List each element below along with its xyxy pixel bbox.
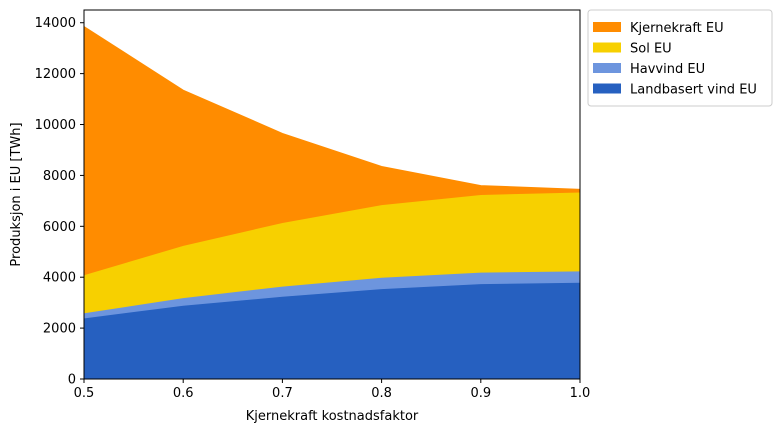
x-tick-label: 0.6 [173, 386, 194, 401]
y-tick-label: 6000 [43, 220, 76, 235]
legend-label: Kjernekraft EU [630, 21, 724, 36]
legend-label: Sol EU [630, 42, 672, 57]
legend-label: Landbasert vind EU [630, 83, 757, 98]
legend-swatch [593, 42, 621, 53]
legend-swatch [593, 83, 621, 94]
x-tick-label: 0.5 [74, 386, 95, 401]
y-tick-label: 0 [68, 373, 76, 388]
x-axis-label: Kjernekraft kostnadsfaktor [246, 409, 419, 424]
y-tick-label: 2000 [43, 322, 76, 337]
y-tick-label: 8000 [43, 169, 76, 184]
x-tick-label: 1.0 [570, 386, 591, 401]
legend-label: Havvind EU [630, 62, 705, 77]
y-tick-label: 12000 [35, 67, 76, 82]
legend-swatch [593, 22, 621, 32]
x-axis: 0.5 0.6 0.7 0.8 0.9 1.0 [74, 379, 591, 401]
x-tick-label: 0.8 [371, 386, 392, 401]
x-tick-label: 0.9 [470, 386, 491, 401]
legend: Kjernekraft EU Sol EU Havvind EU Landbasert… [587, 9, 773, 107]
x-tick-label: 0.7 [272, 386, 293, 401]
y-axis: 0 2000 4000 6000 8000 10000 12000 14000 [35, 16, 84, 388]
y-tick-label: 14000 [35, 16, 76, 31]
legend-frame [587, 9, 773, 107]
plot-frame [83, 9, 581, 380]
legend-swatch [593, 63, 621, 73]
y-axis-label: Produksjon i EU [TWh] [9, 122, 24, 266]
y-tick-label: 10000 [35, 118, 76, 133]
area-series-group [83, 25, 581, 380]
y-tick-label: 4000 [43, 271, 76, 286]
